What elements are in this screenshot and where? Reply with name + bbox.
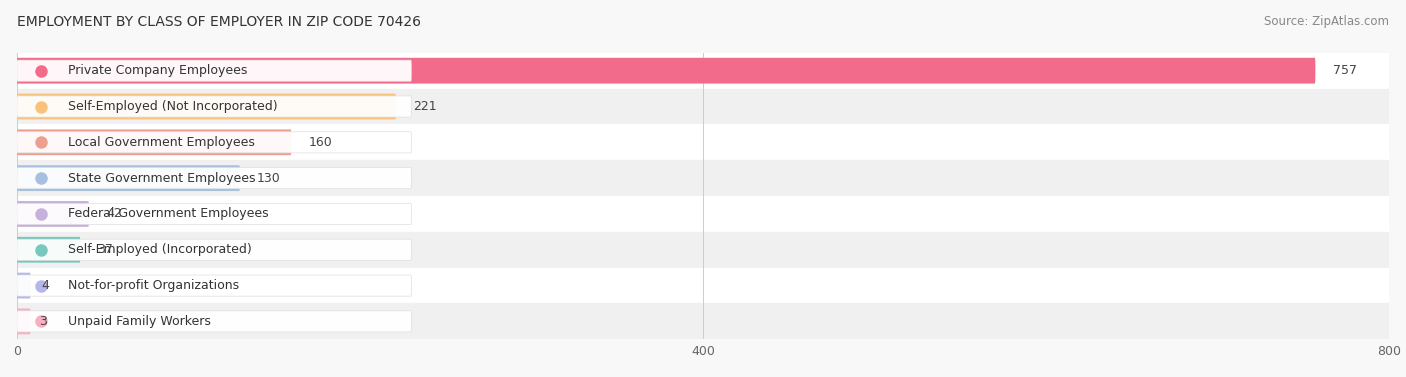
- FancyBboxPatch shape: [17, 96, 412, 117]
- FancyBboxPatch shape: [17, 239, 412, 261]
- Text: Private Company Employees: Private Company Employees: [69, 64, 247, 77]
- FancyBboxPatch shape: [17, 167, 412, 189]
- FancyBboxPatch shape: [17, 308, 31, 334]
- Text: 757: 757: [1333, 64, 1357, 77]
- Bar: [17, 53, 1389, 89]
- FancyBboxPatch shape: [17, 60, 412, 81]
- Text: Federal Government Employees: Federal Government Employees: [69, 207, 269, 221]
- Bar: [17, 89, 1389, 124]
- FancyBboxPatch shape: [17, 132, 412, 153]
- Text: Source: ZipAtlas.com: Source: ZipAtlas.com: [1264, 15, 1389, 28]
- FancyBboxPatch shape: [17, 58, 1316, 84]
- FancyBboxPatch shape: [17, 311, 412, 332]
- FancyBboxPatch shape: [17, 93, 396, 120]
- Text: 42: 42: [105, 207, 122, 221]
- FancyBboxPatch shape: [17, 237, 80, 263]
- Text: EMPLOYMENT BY CLASS OF EMPLOYER IN ZIP CODE 70426: EMPLOYMENT BY CLASS OF EMPLOYER IN ZIP C…: [17, 15, 420, 29]
- Text: 37: 37: [97, 243, 114, 256]
- Bar: [17, 160, 1389, 196]
- Text: 160: 160: [308, 136, 332, 149]
- Text: Local Government Employees: Local Government Employees: [69, 136, 256, 149]
- Text: Self-Employed (Incorporated): Self-Employed (Incorporated): [69, 243, 252, 256]
- Text: 3: 3: [39, 315, 46, 328]
- Text: State Government Employees: State Government Employees: [69, 172, 256, 185]
- Bar: [17, 303, 1389, 339]
- FancyBboxPatch shape: [17, 165, 240, 191]
- Text: 221: 221: [413, 100, 437, 113]
- FancyBboxPatch shape: [17, 203, 412, 225]
- Text: Self-Employed (Not Incorporated): Self-Employed (Not Incorporated): [69, 100, 278, 113]
- Text: 4: 4: [41, 279, 49, 292]
- Bar: [17, 124, 1389, 160]
- Bar: [17, 232, 1389, 268]
- Text: Unpaid Family Workers: Unpaid Family Workers: [69, 315, 211, 328]
- FancyBboxPatch shape: [17, 273, 31, 299]
- Text: Not-for-profit Organizations: Not-for-profit Organizations: [69, 279, 239, 292]
- Text: 130: 130: [257, 172, 281, 185]
- Bar: [17, 268, 1389, 303]
- Bar: [17, 196, 1389, 232]
- FancyBboxPatch shape: [17, 129, 291, 155]
- FancyBboxPatch shape: [17, 275, 412, 296]
- FancyBboxPatch shape: [17, 201, 89, 227]
